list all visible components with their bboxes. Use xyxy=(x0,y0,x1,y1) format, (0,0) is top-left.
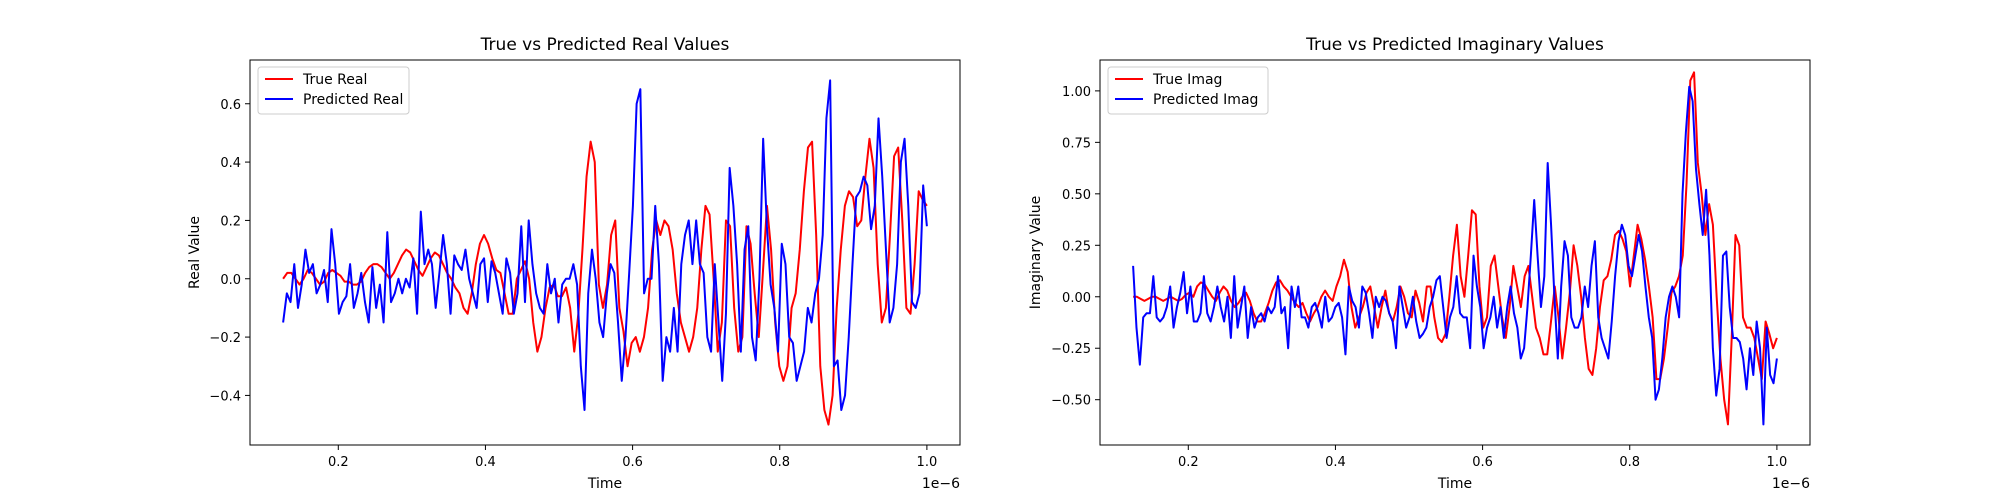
y-tick-label: 0.50 xyxy=(1062,188,1091,203)
x-tick-label: 0.4 xyxy=(475,455,496,470)
legend: True Real Predicted Real xyxy=(257,66,410,115)
y-tick-label: −0.2 xyxy=(209,331,241,346)
y-ticks: −0.50 −0.25 0.00 0.25 0.50 0.75 1.00 xyxy=(1051,85,1100,409)
y-tick-label: 1.00 xyxy=(1062,85,1091,100)
legend-label-true-real: True Real xyxy=(302,72,367,88)
series-lines xyxy=(1132,71,1778,426)
x-axis-label: Time xyxy=(1437,476,1472,492)
y-tick-label: −0.25 xyxy=(1051,342,1091,357)
x-tick-label: 0.2 xyxy=(328,455,349,470)
x-tick-label: 0.6 xyxy=(1472,455,1493,470)
x-axis-label: Time xyxy=(587,476,622,492)
plot-area-frame xyxy=(1099,59,1811,446)
y-tick-label: 0.4 xyxy=(220,156,241,171)
real-values-chart: True vs Predicted Real Values Time Real … xyxy=(187,35,961,492)
x-tick-label: 1.0 xyxy=(1767,455,1788,470)
legend-box xyxy=(257,66,410,115)
x-tick-label: 0.8 xyxy=(1619,455,1640,470)
y-tick-label: 0.00 xyxy=(1062,291,1091,306)
legend: True Imag Predicted Imag xyxy=(1107,66,1269,115)
x-axis-offset-label: 1e−6 xyxy=(1772,476,1810,492)
y-axis-label: Real Value xyxy=(187,216,203,289)
legend-box xyxy=(1107,66,1269,115)
y-tick-label: 0.6 xyxy=(220,98,241,113)
x-tick-label: 0.2 xyxy=(1178,455,1199,470)
x-tick-label: 0.8 xyxy=(769,455,790,470)
x-ticks: 0.2 0.4 0.6 0.8 1.0 xyxy=(1178,445,1787,470)
legend-label-true-imag: True Imag xyxy=(1152,72,1222,88)
x-axis-offset-label: 1e−6 xyxy=(922,476,960,492)
chart-title: True vs Predicted Imaginary Values xyxy=(1305,35,1604,55)
y-axis-label: Imaginary Value xyxy=(1028,196,1044,310)
series-line-predicted-real xyxy=(282,79,928,411)
legend-label-predicted-imag: Predicted Imag xyxy=(1153,92,1258,108)
series-line-true-imag xyxy=(1133,71,1778,426)
series-line-predicted-imag xyxy=(1132,85,1778,426)
y-tick-label: 0.75 xyxy=(1062,136,1091,151)
y-tick-label: 0.0 xyxy=(220,273,241,288)
y-tick-label: 0.2 xyxy=(220,214,241,229)
series-lines xyxy=(282,79,928,426)
x-tick-label: 1.0 xyxy=(917,455,938,470)
imaginary-values-chart: True vs Predicted Imaginary Values Time … xyxy=(1028,35,1811,492)
plot-area-frame xyxy=(249,59,961,446)
legend-label-predicted-real: Predicted Real xyxy=(303,92,403,108)
y-tick-label: −0.50 xyxy=(1051,394,1091,409)
y-tick-label: −0.4 xyxy=(209,389,241,404)
y-ticks: −0.4 −0.2 0.0 0.2 0.4 0.6 xyxy=(209,98,250,404)
chart-title: True vs Predicted Real Values xyxy=(480,35,730,55)
series-line-true-real xyxy=(282,137,928,426)
x-tick-label: 0.4 xyxy=(1325,455,1346,470)
y-tick-label: 0.25 xyxy=(1062,239,1091,254)
x-ticks: 0.2 0.4 0.6 0.8 1.0 xyxy=(328,445,937,470)
x-tick-label: 0.6 xyxy=(622,455,643,470)
